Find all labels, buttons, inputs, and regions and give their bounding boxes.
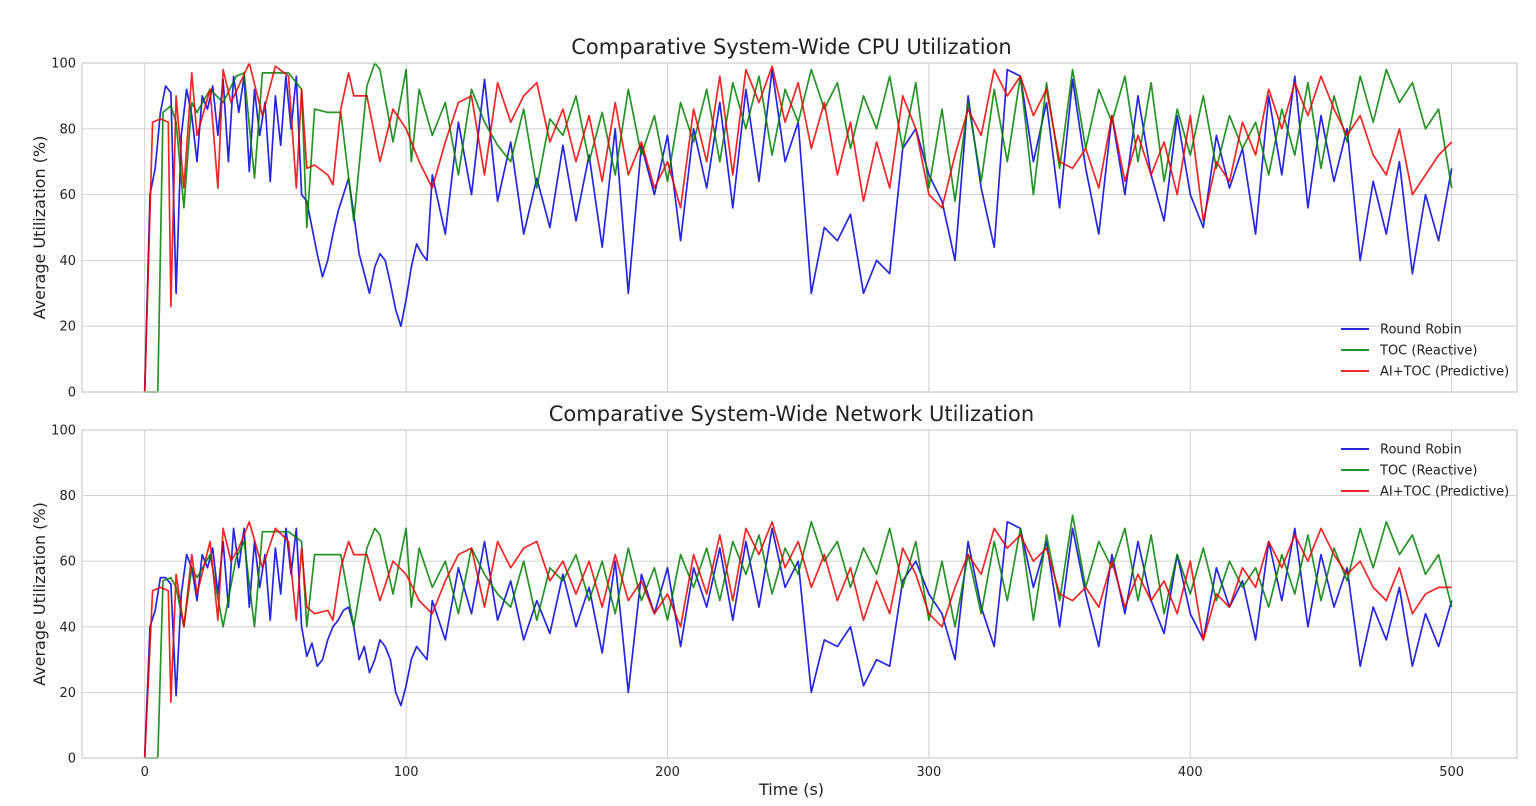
cpu-series-line-0 [143,68,1453,393]
network-ytick-label-2: 40 [59,620,76,635]
cpu-legend-label-2: AI+TOC (Predictive) [1380,365,1509,380]
network-x-axis-label: Time (s) [758,780,824,799]
cpu-y-axis-label: Average Utilization (%) [30,136,49,320]
network-ytick-label-3: 60 [59,555,76,570]
cpu-legend-label-0: Round Robin [1380,323,1462,338]
cpu-series-line-1 [144,62,1453,393]
network-xtick-label-4: 400 [1178,765,1203,780]
network-xtick-label-0: 0 [141,765,149,780]
network-ytick-label-5: 100 [51,424,76,439]
cpu-ytick-label-2: 40 [59,254,76,269]
cpu-ytick-label-1: 20 [59,320,76,335]
network-ytick-label-4: 80 [59,489,76,504]
network-series-line-0 [143,520,1453,759]
network-plot-frame [81,429,1518,759]
cpu-ytick-label-0: 0 [68,386,76,401]
network-xtick-label-1: 100 [394,765,419,780]
network-legend-label-1: TOC (Reactive) [1379,464,1478,479]
network-xtick-label-2: 200 [655,765,680,780]
cpu-legend-label-1: TOC (Reactive) [1379,344,1478,359]
network-legend-label-2: AI+TOC (Predictive) [1380,485,1509,500]
network-ytick-label-1: 20 [59,686,76,701]
network-xtick-label-5: 500 [1439,765,1464,780]
cpu-series-line-2 [143,62,1453,393]
network-y-axis-label: Average Utilization (%) [30,502,49,686]
network-series-line-1 [144,514,1453,759]
cpu-ytick-label-4: 80 [59,122,76,137]
cpu-ytick-label-3: 60 [59,188,76,203]
cpu-ytick-label-5: 100 [51,57,76,72]
network-ytick-label-0: 0 [68,752,76,767]
network-chart-title: Comparative System-Wide Network Utilizat… [549,402,1034,426]
network-legend-label-0: Round Robin [1380,443,1462,458]
network-xtick-label-3: 300 [916,765,941,780]
cpu-plot-frame [81,62,1518,393]
network-series-line-2 [143,520,1452,759]
cpu-chart-title: Comparative System-Wide CPU Utilization [571,35,1011,59]
